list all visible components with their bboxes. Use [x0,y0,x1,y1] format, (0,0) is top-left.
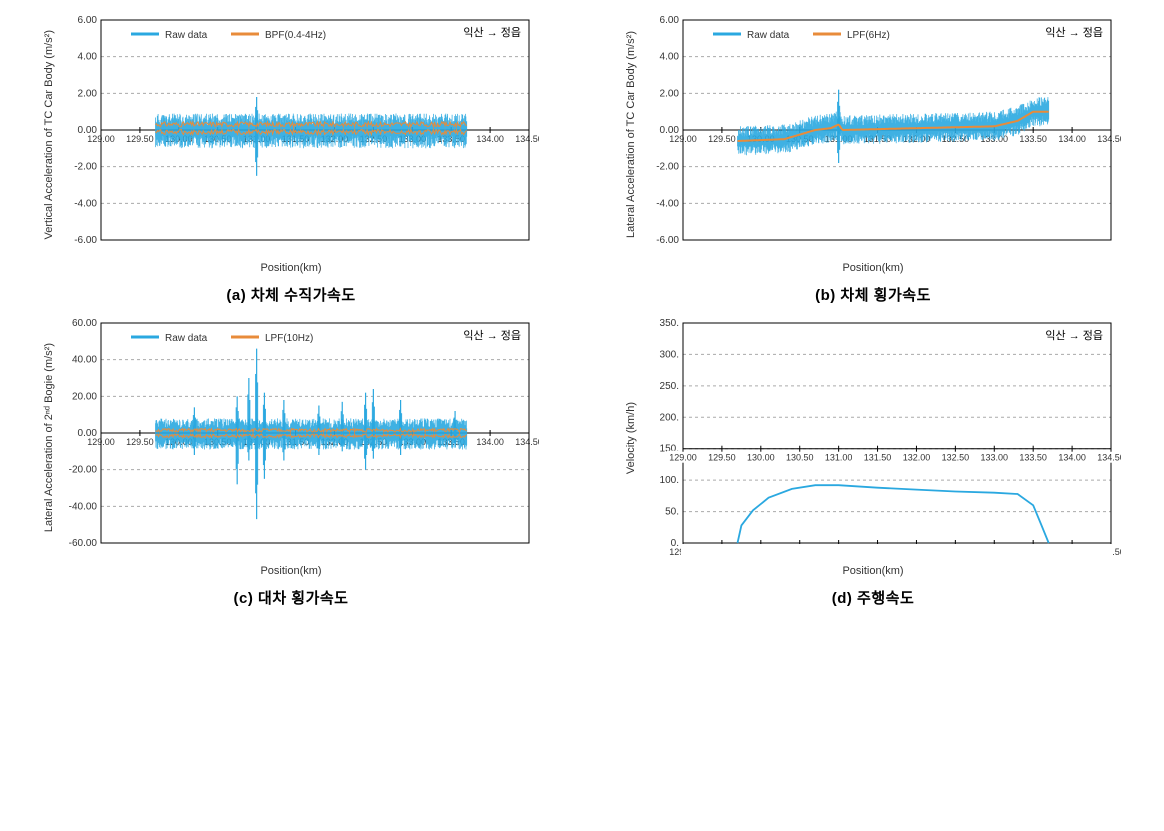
svg-text:133.50: 133.50 [1019,134,1047,144]
chart-a: -6.00-4.00-2.000.002.004.006.00129.00129… [59,10,539,260]
svg-text:2.00: 2.00 [660,88,680,99]
svg-text:6.00: 6.00 [660,15,680,26]
svg-text:-40.00: -40.00 [69,501,98,512]
ylabel-c: Lateral Acceleration of 2ⁿᵈ Bogie (m/s²) [43,343,55,532]
svg-text:4.00: 4.00 [78,52,98,63]
ylabel-b: Lateral Acceleration of TC Car Body (m/s… [625,31,637,238]
svg-text:60.00: 60.00 [72,318,97,329]
svg-text:132.50: 132.50 [942,453,970,463]
svg-text:134.00: 134.00 [476,437,504,447]
svg-text:4.00: 4.00 [660,52,680,63]
svg-text:134.50: 134.50 [515,134,539,144]
svg-text:-4.00: -4.00 [656,198,679,209]
chart-b: -6.00-4.00-2.000.002.004.006.00129.00129… [641,10,1121,260]
ylabel-a: Vertical Acceleration of TC Car Body (m/… [43,30,55,239]
xlabel-c: Position(km) [260,565,321,577]
caption-d: (d) 주행속도 [832,587,915,608]
chart-d: 0.50.100.150.200.250.300.350.129.00129.5… [641,313,1121,563]
xlabel-b: Position(km) [842,262,903,274]
svg-text:129.50: 129.50 [126,134,154,144]
svg-text:134.00: 134.00 [1058,453,1086,463]
svg-text:130.50: 130.50 [786,453,814,463]
svg-text:134.00: 134.00 [1058,134,1086,144]
svg-text:129.50: 129.50 [708,134,736,144]
svg-text:6.00: 6.00 [78,15,98,26]
svg-text:-2.00: -2.00 [656,162,679,173]
svg-text:-6.00: -6.00 [656,235,679,246]
svg-text:134.50: 134.50 [1097,134,1121,144]
svg-text:-2.00: -2.00 [74,162,97,173]
svg-text:350.: 350. [660,318,679,329]
chart-grid: Vertical Acceleration of TC Car Body (m/… [10,10,1154,608]
svg-text:Raw data: Raw data [165,333,208,344]
svg-text:133.00: 133.00 [981,453,1009,463]
svg-text:익산 → 정읍: 익산 → 정읍 [463,329,521,342]
svg-text:-60.00: -60.00 [69,538,98,549]
svg-text:Raw data: Raw data [747,30,790,41]
svg-text:134.00: 134.00 [476,134,504,144]
svg-text:BPF(0.4-4Hz): BPF(0.4-4Hz) [265,30,326,41]
svg-text:Raw data: Raw data [165,30,208,41]
svg-text:134.50: 134.50 [515,437,539,447]
svg-text:2.00: 2.00 [78,88,98,99]
svg-text:129.50: 129.50 [126,437,154,447]
svg-text:130.00: 130.00 [747,453,775,463]
svg-text:300.: 300. [660,349,679,360]
svg-text:132.00: 132.00 [903,453,931,463]
caption-a: (a) 차체 수직가속도 [226,284,355,305]
svg-text:131.50: 131.50 [864,453,892,463]
xlabel-d: Position(km) [842,565,903,577]
panel-b: Lateral Acceleration of TC Car Body (m/s… [592,10,1154,305]
svg-text:100.: 100. [660,475,679,486]
panel-c: Lateral Acceleration of 2ⁿᵈ Bogie (m/s²)… [10,313,572,608]
svg-text:-4.00: -4.00 [74,198,97,209]
svg-text:129.00: 129.00 [669,453,697,463]
panel-a: Vertical Acceleration of TC Car Body (m/… [10,10,572,305]
svg-text:134.50: 134.50 [1097,453,1121,463]
svg-text:-6.00: -6.00 [74,235,97,246]
svg-text:-20.00: -20.00 [69,465,98,476]
svg-text:50.: 50. [665,507,679,518]
svg-text:익산 → 정읍: 익산 → 정읍 [1045,329,1103,342]
svg-text:129.50: 129.50 [708,453,736,463]
ylabel-d: Velocity (km/h) [625,402,637,474]
svg-text:익산 → 정읍: 익산 → 정읍 [463,26,521,39]
svg-text:익산 → 정읍: 익산 → 정읍 [1045,26,1103,39]
svg-text:LPF(6Hz): LPF(6Hz) [847,30,890,41]
panel-d: Velocity (km/h) 0.50.100.150.200.250.300… [592,313,1154,608]
svg-text:40.00: 40.00 [72,355,97,366]
chart-c: -60.00-40.00-20.000.0020.0040.0060.00129… [59,313,539,563]
svg-text:131.00: 131.00 [825,453,853,463]
caption-b: (b) 차체 횡가속도 [815,284,931,305]
svg-text:20.00: 20.00 [72,391,97,402]
svg-text:LPF(10Hz): LPF(10Hz) [265,333,313,344]
svg-text:133.50: 133.50 [1019,453,1047,463]
svg-text:250.: 250. [660,381,679,392]
caption-c: (c) 대차 횡가속도 [234,587,349,608]
svg-text:200.: 200. [660,412,679,423]
xlabel-a: Position(km) [260,262,321,274]
